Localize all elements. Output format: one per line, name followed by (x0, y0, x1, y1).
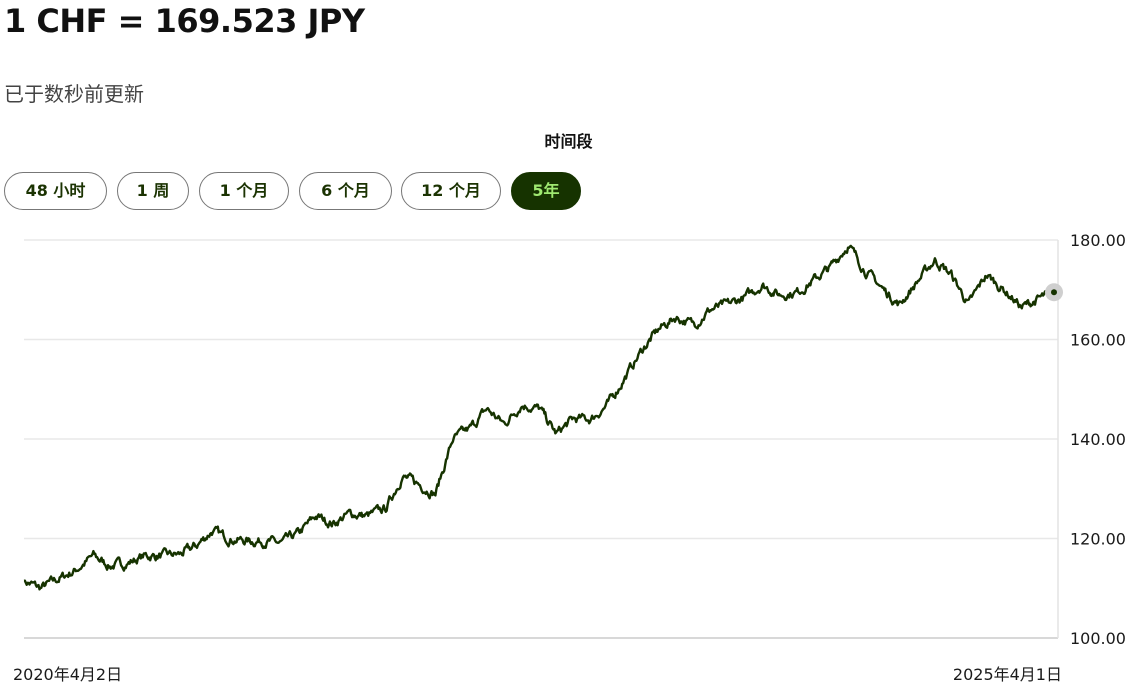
exchange-rate-chart: 100.00 120.00 140.00 160.00 180.00 (23, 231, 1126, 648)
y-tick-label: 180.00 (1070, 231, 1126, 250)
tab-1-week[interactable]: 1 周 (117, 172, 189, 210)
exchange-rate-title: 1 CHF = 169.523 JPY (4, 2, 365, 40)
y-tick-label: 120.00 (1070, 530, 1126, 549)
chart-grid (24, 239, 1058, 540)
period-label: 时间段 (544, 132, 593, 151)
y-axis-ticks: 100.00 120.00 140.00 160.00 180.00 (1070, 231, 1126, 648)
tab-12-months[interactable]: 12 个月 (401, 172, 501, 210)
y-tick-label: 140.00 (1070, 430, 1126, 449)
tab-5-years[interactable]: 5年 (511, 172, 581, 210)
tab-48-hours[interactable]: 48 小时 (4, 172, 107, 210)
y-tick-label: 160.00 (1070, 331, 1126, 350)
tab-1-month[interactable]: 1 个月 (199, 172, 289, 210)
tab-6-months[interactable]: 6 个月 (299, 172, 392, 210)
rate-series-line (23, 244, 1056, 591)
x-axis-end-label: 2025年4月1日 (952, 665, 1062, 684)
last-updated-text: 已于数秒前更新 (4, 82, 144, 106)
x-axis-start-label: 2020年4月2日 (13, 665, 123, 684)
current-rate-dot (1051, 289, 1057, 296)
y-tick-label: 100.00 (1070, 629, 1126, 648)
